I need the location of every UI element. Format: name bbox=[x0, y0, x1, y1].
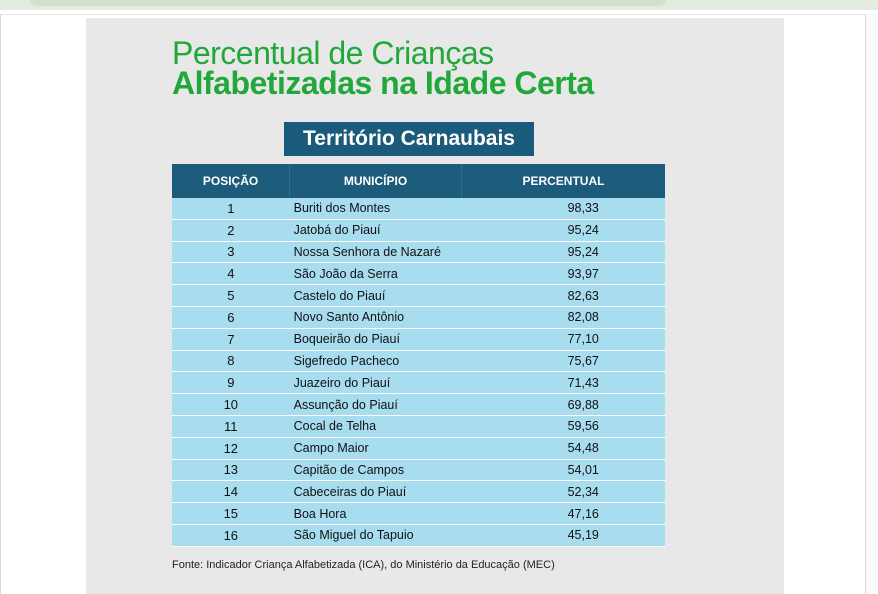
position-cell: 4 bbox=[172, 262, 290, 286]
table-row: 8 Sigefredo Pacheco 75,67 bbox=[172, 350, 665, 373]
table-row: 10 Assunção do Piauí 69,88 bbox=[172, 393, 665, 416]
table-row: 14 Cabeceiras do Piauí 52,34 bbox=[172, 480, 665, 504]
percentage-cell: 69,88 bbox=[461, 393, 665, 416]
position-cell: 13 bbox=[172, 459, 290, 482]
position-cell: 15 bbox=[172, 502, 290, 525]
percentage-cell: 59,56 bbox=[461, 415, 665, 438]
header-percentage: PERCENTUAL bbox=[461, 164, 665, 198]
table-row: 12 Campo Maior 54,48 bbox=[172, 437, 665, 460]
percentage-cell: 93,97 bbox=[461, 262, 665, 286]
percentage-cell: 54,01 bbox=[461, 459, 665, 482]
position-cell: 5 bbox=[172, 284, 290, 307]
percentage-cell: 95,24 bbox=[461, 241, 665, 264]
municipality-cell: Boa Hora bbox=[289, 502, 462, 525]
position-cell: 14 bbox=[172, 480, 290, 504]
position-cell: 3 bbox=[172, 241, 290, 264]
municipality-cell: São Miguel do Tapuio bbox=[289, 524, 462, 547]
table-header-row: POSIÇÃO MUNICÍPIO PERCENTUAL bbox=[172, 164, 665, 198]
position-cell: 12 bbox=[172, 437, 290, 460]
percentage-cell: 52,34 bbox=[461, 480, 665, 504]
municipality-cell: Castelo do Piauí bbox=[289, 284, 462, 307]
browser-top-bar bbox=[0, 0, 878, 10]
municipality-cell: Juazeiro do Piauí bbox=[289, 371, 462, 395]
source-note: Fonte: Indicador Criança Alfabetizada (I… bbox=[172, 559, 555, 571]
percentage-cell: 71,43 bbox=[461, 371, 665, 395]
table-row: 7 Boqueirão do Piauí 77,10 bbox=[172, 328, 665, 351]
percentage-cell: 82,08 bbox=[461, 306, 665, 329]
title-line-2: Alfabetizadas na Idade Certa bbox=[172, 65, 594, 101]
municipality-cell: Assunção do Piauí bbox=[289, 393, 462, 416]
percentage-cell: 75,67 bbox=[461, 350, 665, 373]
table-row: 4 São João da Serra 93,97 bbox=[172, 262, 665, 286]
position-cell: 2 bbox=[172, 219, 290, 242]
municipality-cell: Cabeceiras do Piauí bbox=[289, 480, 462, 504]
table-row: 9 Juazeiro do Piauí 71,43 bbox=[172, 371, 665, 395]
municipality-cell: Cocal de Telha bbox=[289, 415, 462, 438]
table-row: 15 Boa Hora 47,16 bbox=[172, 502, 665, 525]
municipality-cell: Sigefredo Pacheco bbox=[289, 350, 462, 373]
position-cell: 1 bbox=[172, 198, 290, 220]
municipality-cell: Boqueirão do Piauí bbox=[289, 328, 462, 351]
percentage-cell: 77,10 bbox=[461, 328, 665, 351]
municipality-cell: São João da Serra bbox=[289, 262, 462, 286]
table-row: 13 Capitão de Campos 54,01 bbox=[172, 459, 665, 482]
percentage-cell: 47,16 bbox=[461, 502, 665, 525]
municipality-cell: Capitão de Campos bbox=[289, 459, 462, 482]
percentage-cell: 82,63 bbox=[461, 284, 665, 307]
percentage-cell: 98,33 bbox=[461, 198, 665, 220]
municipality-cell: Buriti dos Montes bbox=[289, 198, 462, 220]
position-cell: 10 bbox=[172, 393, 290, 416]
table-row: 6 Novo Santo Antônio 82,08 bbox=[172, 306, 665, 329]
percentage-cell: 54,48 bbox=[461, 437, 665, 460]
table-row: 5 Castelo do Piauí 82,63 bbox=[172, 284, 665, 307]
table-row: 1 Buriti dos Montes 98,33 bbox=[172, 198, 665, 220]
table-row: 11 Cocal de Telha 59,56 bbox=[172, 415, 665, 438]
percentage-cell: 45,19 bbox=[461, 524, 665, 547]
page-frame bbox=[0, 14, 866, 594]
position-cell: 8 bbox=[172, 350, 290, 373]
position-cell: 7 bbox=[172, 328, 290, 351]
table-row: 2 Jatobá do Piauí 95,24 bbox=[172, 219, 665, 242]
top-bar-pill bbox=[28, 0, 668, 6]
municipality-cell: Novo Santo Antônio bbox=[289, 306, 462, 329]
municipality-cell: Nossa Senhora de Nazaré bbox=[289, 241, 462, 264]
infographic-title: Percentual de Crianças Alfabetizadas na … bbox=[172, 35, 732, 101]
position-cell: 6 bbox=[172, 306, 290, 329]
scrollbar-track[interactable] bbox=[866, 14, 878, 594]
percentage-cell: 95,24 bbox=[461, 219, 665, 242]
table-row: 16 São Miguel do Tapuio 45,19 bbox=[172, 524, 665, 547]
table-row: 3 Nossa Senhora de Nazaré 95,24 bbox=[172, 241, 665, 264]
header-municipality: MUNICÍPIO bbox=[289, 164, 462, 198]
position-cell: 9 bbox=[172, 371, 290, 395]
municipality-cell: Campo Maior bbox=[289, 437, 462, 460]
table-body: 1 Buriti dos Montes 98,33 2 Jatobá do Piauí 9… bbox=[172, 198, 665, 547]
title-line-1: Percentual de Crianças bbox=[172, 35, 494, 71]
ranking-table: POSIÇÃO MUNICÍPIO PERCENTUAL 1 Buriti dos… bbox=[172, 164, 665, 547]
position-cell: 11 bbox=[172, 415, 290, 438]
municipality-cell: Jatobá do Piauí bbox=[289, 219, 462, 242]
territory-label: Território Carnaubais bbox=[284, 122, 534, 156]
position-cell: 16 bbox=[172, 524, 290, 547]
header-position: POSIÇÃO bbox=[172, 164, 291, 198]
